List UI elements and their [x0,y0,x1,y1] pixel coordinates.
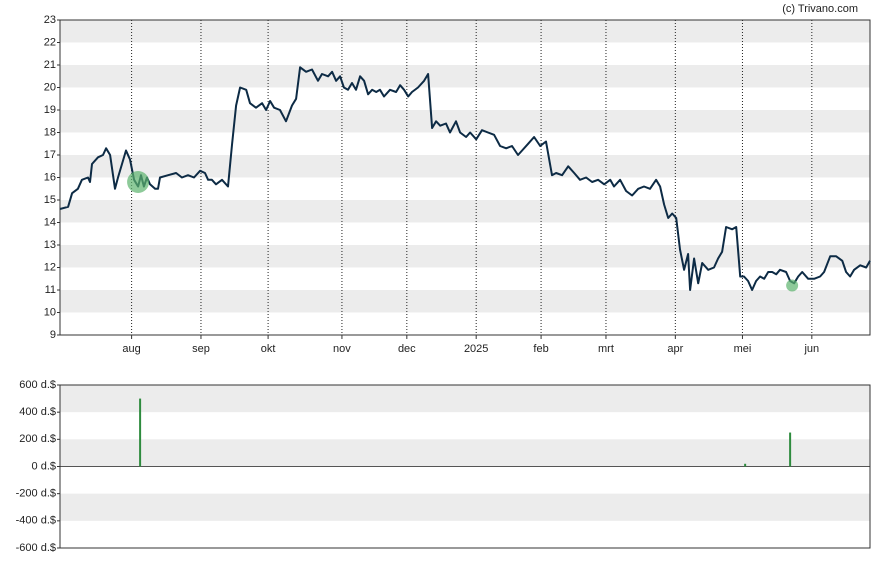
y-tick-label: 18 [44,126,56,138]
x-tick-label: apr [667,343,683,355]
x-tick-label: mrt [598,343,614,355]
y-tick-label: 400 d.$ [19,406,56,418]
y-tick-label: 0 d.$ [32,460,56,472]
y-tick-label: -200 d.$ [16,488,56,500]
y-tick-label: 10 [44,306,56,318]
trade-marker [127,171,150,193]
price-line [59,66,871,291]
y-tick-label: 21 [44,59,56,71]
x-tick-label: okt [261,343,276,355]
y-tick-label: -400 d.$ [16,515,56,527]
trade-marker [786,279,799,292]
x-tick-label: 2025 [464,343,488,355]
x-tick-label: mei [734,343,752,355]
y-tick-label: 600 d.$ [19,379,56,391]
y-tick-label: 23 [44,14,56,26]
y-tick-label: 200 d.$ [19,433,56,445]
bar [789,432,792,467]
grid-band [60,290,870,313]
grid-band [60,493,870,521]
grid-band [60,439,870,467]
x-tick-label: aug [122,343,140,355]
y-tick-label: 19 [44,104,56,116]
y-tick-label: 14 [44,216,56,228]
x-tick-label: feb [533,343,548,355]
x-tick-label: sep [192,343,210,355]
y-tick-label: 22 [44,36,56,48]
y-tick-label: 12 [44,261,56,273]
grid-band [60,245,870,268]
x-tick-label: nov [333,343,351,355]
y-tick-label: 13 [44,239,56,251]
grid-band [60,20,870,43]
grid-band [60,385,870,413]
bar [139,398,142,467]
y-tick-label: 17 [44,149,56,161]
y-tick-label: 9 [50,329,56,341]
y-tick-label: 11 [45,284,56,296]
x-tick-label: dec [398,343,416,355]
bar [744,463,747,467]
grid-band [60,155,870,178]
y-tick-label: -600 d.$ [16,542,56,554]
plot-frame [59,384,871,549]
y-tick-label: 16 [44,171,56,183]
grid-band [60,110,870,133]
grid-band [60,65,870,88]
x-tick-label: jun [803,343,819,355]
y-tick-label: 15 [44,194,56,206]
plot-frame [59,19,871,336]
y-tick-label: 20 [44,81,56,93]
source-credit: (c) Trivano.com [782,3,858,15]
grid-band [60,200,870,223]
